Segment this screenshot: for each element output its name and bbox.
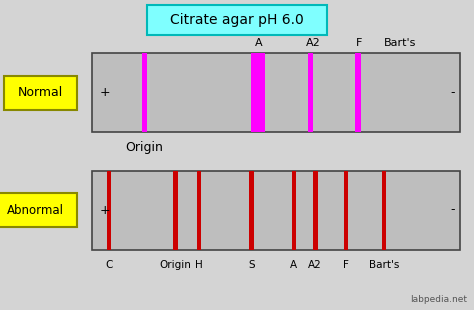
Bar — [249, 170, 254, 250]
Text: labpedia.net: labpedia.net — [410, 295, 467, 304]
Bar — [142, 53, 147, 132]
Bar — [92, 53, 460, 132]
Bar — [0, 193, 77, 227]
Text: Origin: Origin — [159, 260, 191, 270]
Text: -: - — [451, 204, 455, 216]
Text: F: F — [343, 260, 349, 270]
Text: A: A — [255, 38, 262, 48]
Text: +: + — [100, 86, 110, 99]
Bar — [107, 170, 111, 250]
Text: +: + — [100, 204, 110, 216]
Bar — [382, 170, 386, 250]
Bar — [4, 76, 77, 110]
Bar — [292, 170, 296, 250]
Text: C: C — [105, 260, 113, 270]
Bar — [313, 170, 318, 250]
Text: H: H — [195, 260, 203, 270]
Text: A: A — [290, 260, 298, 270]
Text: A2: A2 — [308, 260, 322, 270]
Text: Bart's: Bart's — [384, 38, 417, 48]
Text: A2: A2 — [305, 38, 320, 48]
Text: Abnormal: Abnormal — [7, 204, 64, 217]
Bar — [308, 53, 313, 132]
Text: F: F — [356, 38, 363, 48]
Bar — [197, 170, 201, 250]
Text: Normal: Normal — [18, 86, 63, 100]
Bar — [344, 170, 348, 250]
Bar — [147, 6, 327, 35]
Bar — [173, 170, 178, 250]
Bar — [251, 53, 265, 132]
Text: Citrate agar pH 6.0: Citrate agar pH 6.0 — [170, 13, 304, 27]
Text: Bart's: Bart's — [369, 260, 399, 270]
Bar — [92, 170, 460, 250]
Text: -: - — [451, 86, 455, 99]
Text: S: S — [248, 260, 255, 270]
Bar — [355, 53, 361, 132]
Text: Origin: Origin — [126, 141, 164, 154]
